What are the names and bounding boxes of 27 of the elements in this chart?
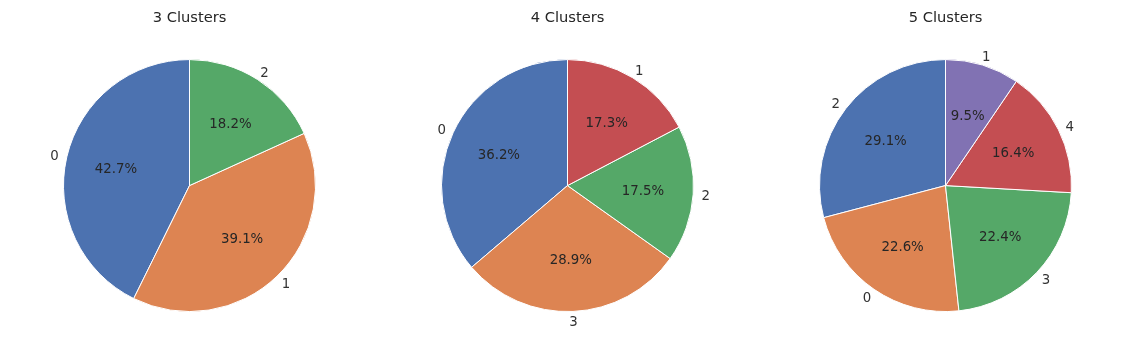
slice-label: 0 [862, 289, 872, 305]
slice-label: 0 [437, 121, 446, 137]
data-label: 17.3% [585, 114, 628, 130]
slice-label: 2 [260, 64, 269, 80]
data-label: 29.1% [864, 133, 907, 149]
slice-label: 3 [569, 313, 578, 329]
data-label: 16.4% [992, 145, 1035, 161]
chart-title: 5 Clusters [908, 7, 983, 25]
data-label: 9.5% [950, 107, 985, 123]
slice-label: 4 [1065, 118, 1075, 134]
data-label: 18.2% [209, 116, 252, 132]
data-label: 28.9% [549, 251, 592, 267]
data-label: 42.7% [94, 161, 138, 177]
slice-label: 0 [50, 147, 59, 163]
slice-label: 3 [1041, 271, 1051, 287]
slice-label: 1 [281, 275, 291, 291]
chart-title: 3 Clusters [152, 7, 227, 25]
slice-label: 1 [982, 49, 991, 65]
slice-label: 2 [831, 96, 840, 112]
data-label: 36.2% [477, 147, 521, 163]
slice-label: 1 [635, 62, 644, 78]
data-label: 22.6% [881, 238, 924, 254]
data-label: 17.5% [621, 183, 665, 199]
data-label: 22.4% [979, 228, 1022, 244]
data-label: 39.1% [220, 231, 264, 247]
chart-title: 4 Clusters [530, 7, 605, 25]
slice-label: 2 [701, 187, 711, 203]
